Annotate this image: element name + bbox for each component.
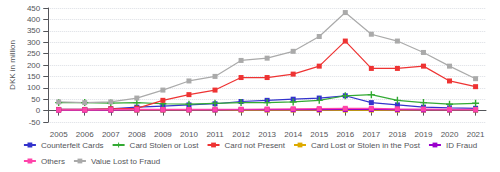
svg-text:2019: 2019 [415, 130, 433, 139]
svg-text:50: 50 [31, 95, 40, 104]
svg-text:2020: 2020 [441, 130, 459, 139]
svg-text:2005: 2005 [50, 130, 68, 139]
svg-text:ID Fraud: ID Fraud [446, 141, 477, 150]
svg-text:Value Lost to Fraud: Value Lost to Fraud [91, 157, 160, 166]
svg-text:2012: 2012 [232, 130, 250, 139]
svg-text:Card Stolen or Lost: Card Stolen or Lost [130, 141, 200, 150]
svg-text:2017: 2017 [362, 130, 380, 139]
svg-text:2021: 2021 [467, 130, 485, 139]
svg-text:2014: 2014 [284, 130, 302, 139]
svg-text:300: 300 [27, 38, 41, 47]
svg-text:450: 450 [27, 4, 41, 13]
svg-text:2007: 2007 [102, 130, 120, 139]
svg-text:2015: 2015 [310, 130, 328, 139]
svg-text:Card Lost or Stolen in the Pos: Card Lost or Stolen in the Post [311, 141, 421, 150]
svg-text:400: 400 [27, 15, 41, 24]
svg-text:Others: Others [41, 157, 65, 166]
svg-text:2018: 2018 [389, 130, 407, 139]
svg-text:0: 0 [36, 106, 41, 115]
svg-text:2013: 2013 [258, 130, 276, 139]
svg-text:2016: 2016 [336, 130, 354, 139]
svg-text:DKK in million: DKK in million [8, 40, 17, 90]
svg-text:2008: 2008 [128, 130, 146, 139]
svg-text:250: 250 [27, 49, 41, 58]
svg-text:-50: -50 [29, 118, 41, 127]
svg-text:Counterfeit Cards: Counterfeit Cards [41, 141, 104, 150]
svg-text:2010: 2010 [180, 130, 198, 139]
svg-text:2006: 2006 [76, 130, 94, 139]
svg-text:200: 200 [27, 61, 41, 70]
svg-text:Card not Present: Card not Present [225, 141, 286, 150]
svg-text:2009: 2009 [154, 130, 172, 139]
svg-text:150: 150 [27, 72, 41, 81]
svg-text:100: 100 [27, 83, 41, 92]
svg-text:350: 350 [27, 26, 41, 35]
svg-text:2011: 2011 [206, 130, 224, 139]
